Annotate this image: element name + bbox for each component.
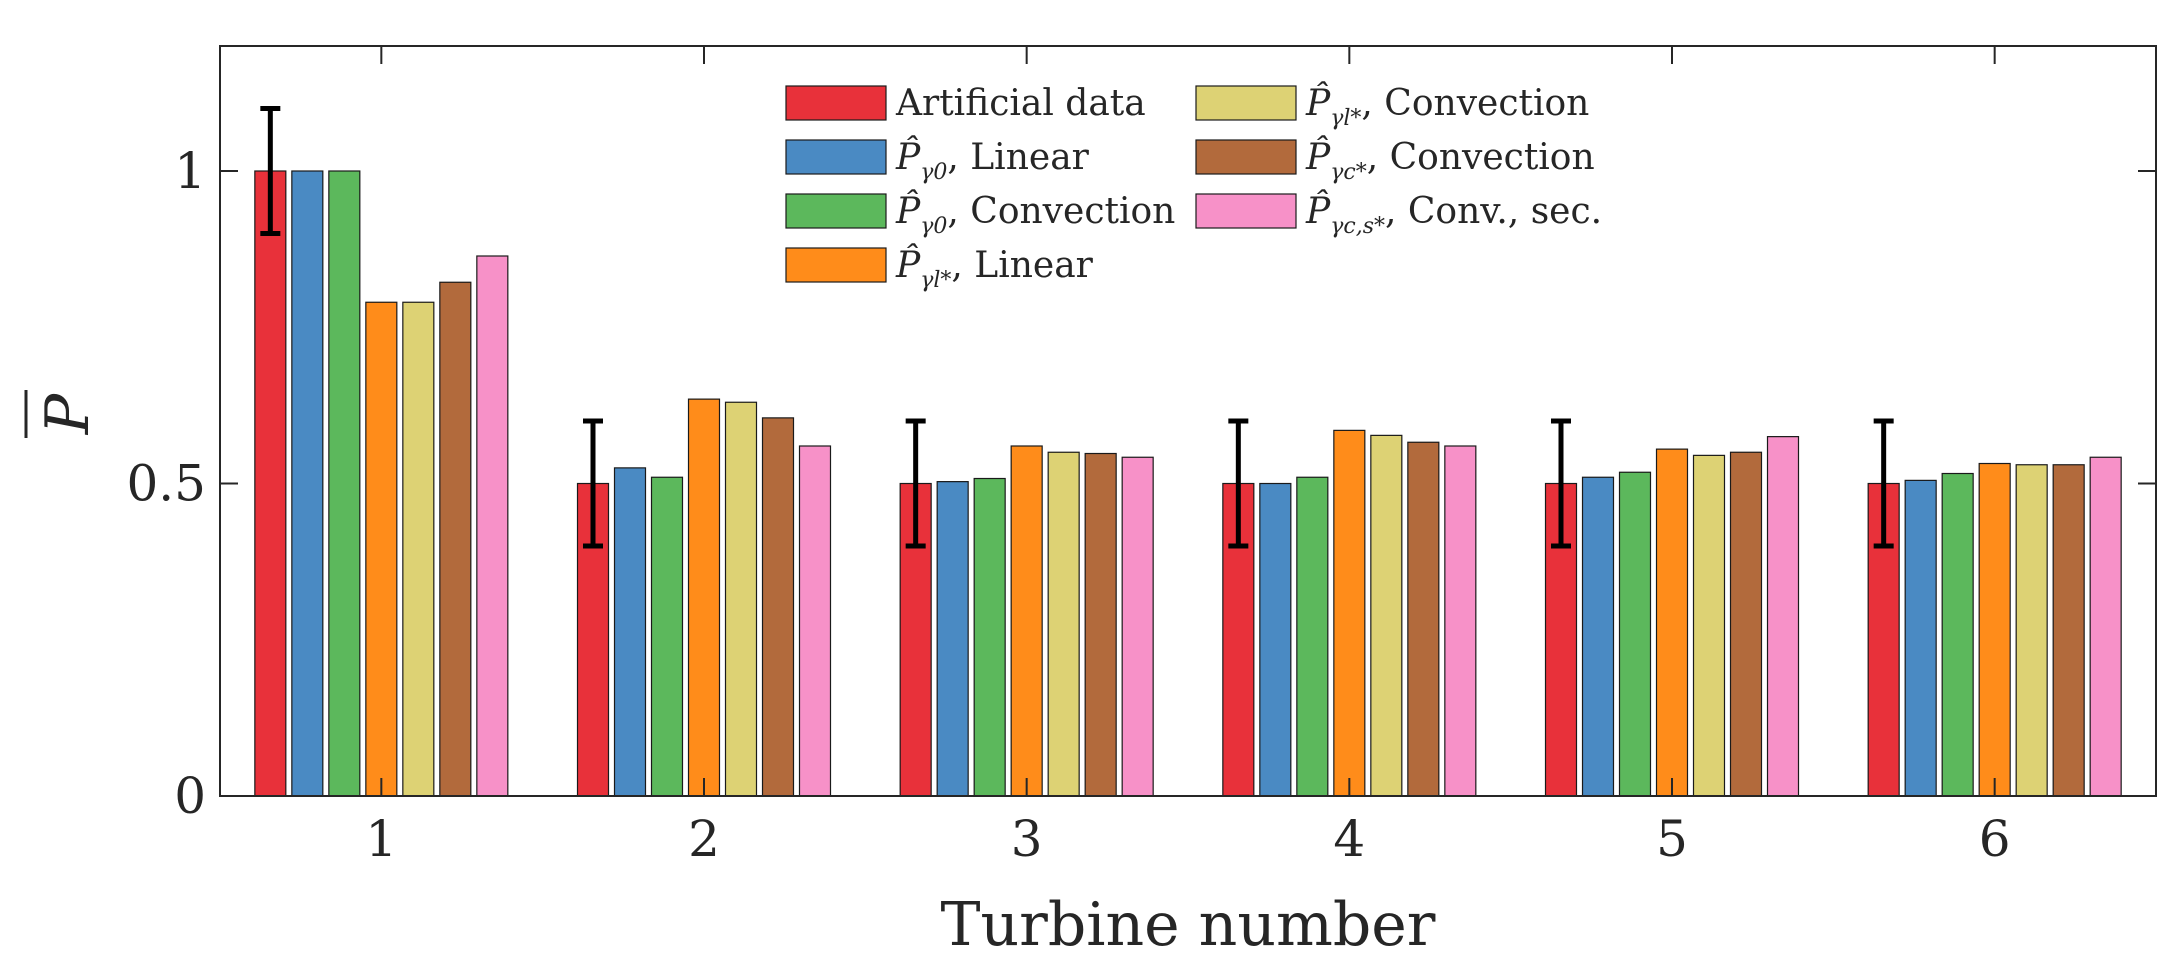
bar-turbine-1-series-4 — [365, 301, 398, 797]
legend-label-4: P̂γl*, Linear — [895, 243, 1094, 293]
legend-label-7: P̂γc,s*, Conv., sec. — [1305, 189, 1602, 239]
legend-label-5: P̂γl*, Convection — [1305, 81, 1589, 131]
x-axis-label: Turbine number — [941, 890, 1436, 960]
y-axis-label: P — [33, 392, 103, 435]
legend-swatch-6 — [1195, 139, 1297, 175]
bar-turbine-5-series-6 — [1729, 451, 1763, 797]
x-tick-label-2: 2 — [688, 810, 720, 868]
legend-label-6: P̂γc*, Convection — [1305, 135, 1595, 185]
x-tick-label-4: 4 — [1333, 810, 1365, 868]
bar-turbine-1-series-5 — [402, 301, 435, 797]
bar-turbine-3-series-2 — [936, 481, 969, 797]
bar-turbine-1-series-7 — [476, 255, 509, 797]
bar-turbine-2-series-4 — [687, 398, 721, 797]
plot-area — [220, 46, 2156, 796]
bar-turbine-6-series-3 — [1941, 472, 1974, 797]
bar-turbine-2-series-7 — [798, 445, 832, 797]
axes-layer: 1 2 3 4 5 6 0 0.5 1 — [126, 46, 2156, 868]
legend-label-3: P̂γ0, Convection — [895, 189, 1175, 239]
bar-turbine-1-series-1 — [254, 170, 287, 797]
bar-turbine-5-series-2 — [1581, 476, 1615, 797]
x-tick-label-5: 5 — [1656, 810, 1688, 868]
bar-turbine-5-series-3 — [1618, 471, 1652, 797]
bar-turbine-3-series-5 — [1047, 451, 1080, 797]
bar-turbine-1-series-3 — [328, 170, 361, 797]
bars-layer — [254, 170, 2122, 797]
legend-swatch-2 — [785, 139, 887, 175]
y-axis-label-group: P — [24, 390, 103, 438]
legend-swatch-7 — [1195, 193, 1297, 229]
y-tick-label-1: 0.5 — [126, 455, 206, 513]
bar-turbine-4-series-7 — [1444, 445, 1477, 797]
bar-turbine-4-series-6 — [1407, 441, 1440, 797]
bar-turbine-2-series-5 — [724, 401, 758, 797]
bar-turbine-2-series-2 — [613, 467, 647, 797]
legend-swatch-5 — [1195, 85, 1297, 121]
x-tick-label-3: 3 — [1011, 810, 1043, 868]
legend-swatch-1 — [785, 85, 887, 121]
bar-turbine-6-series-5 — [2015, 464, 2048, 797]
bar-turbine-3-series-7 — [1121, 456, 1154, 797]
bar-turbine-3-series-6 — [1084, 452, 1117, 797]
bar-turbine-2-series-6 — [761, 417, 795, 797]
bar-turbine-5-series-5 — [1692, 454, 1726, 797]
y-tick-label-2: 1 — [174, 142, 206, 200]
bar-turbine-6-series-4 — [1978, 462, 2011, 797]
legend-swatch-3 — [785, 193, 887, 229]
bar-turbine-4-series-5 — [1370, 434, 1403, 797]
bar-turbine-3-series-4 — [1010, 445, 1043, 797]
plot-frame — [219, 45, 2157, 797]
legend-label-1: Artificial data — [895, 83, 1146, 124]
bar-turbine-1-series-2 — [291, 170, 324, 797]
bar-turbine-4-series-2 — [1259, 482, 1292, 797]
bar-turbine-3-series-3 — [973, 477, 1006, 797]
error-bars-layer — [260, 106, 1894, 549]
bar-turbine-6-series-7 — [2089, 456, 2122, 797]
bar-turbine-5-series-4 — [1655, 448, 1689, 797]
bar-turbine-6-series-6 — [2052, 464, 2085, 797]
bar-turbine-4-series-3 — [1296, 476, 1329, 797]
bar-turbine-4-series-4 — [1333, 429, 1366, 797]
y-tick-label-0: 0 — [174, 767, 206, 825]
bar-turbine-5-series-7 — [1766, 436, 1800, 797]
bar-turbine-6-series-2 — [1904, 479, 1937, 797]
bar-turbine-1-series-6 — [439, 281, 472, 797]
x-tick-label-1: 1 — [365, 810, 397, 868]
bar-turbine-2-series-3 — [650, 476, 684, 797]
legend-label-2: P̂γ0, Linear — [895, 135, 1090, 185]
legend-swatch-4 — [785, 247, 887, 283]
x-tick-label-6: 6 — [1979, 810, 2011, 868]
